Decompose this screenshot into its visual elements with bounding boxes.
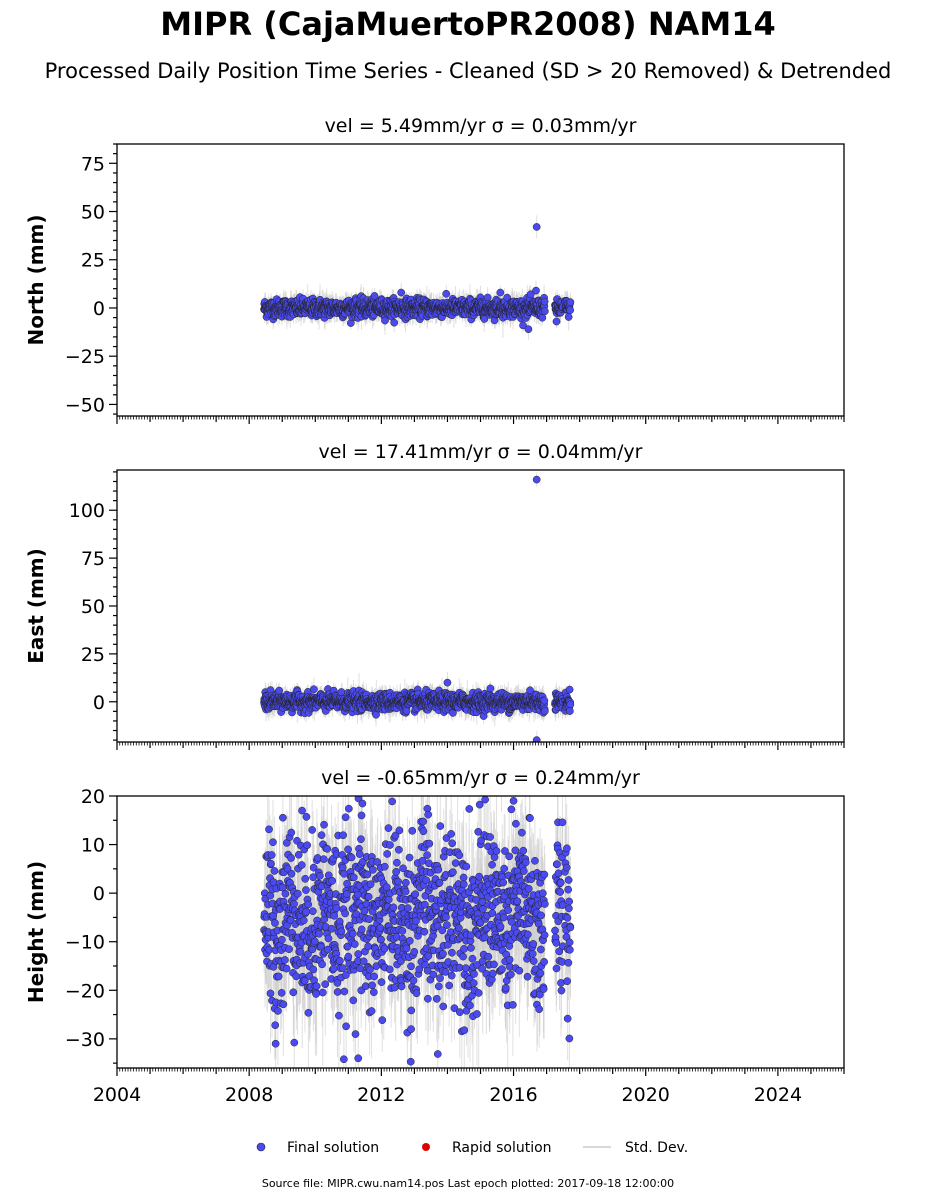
chart-title: MIPR (CajaMuertoPR2008) NAM14 [160, 5, 775, 43]
data-point [552, 317, 561, 326]
data-point [566, 306, 574, 315]
final-points [260, 475, 575, 742]
data-point [402, 707, 411, 715]
data-point [524, 325, 533, 334]
y-tick-label: 0 [93, 298, 105, 320]
panel-velocity-label: vel = 17.41mm/yr σ = 0.04mm/yr [319, 441, 643, 463]
chart-subtitle: Processed Daily Position Time Series - C… [45, 59, 892, 83]
y-tick-label: 50 [81, 202, 105, 224]
data-point [397, 288, 406, 297]
plot-area [260, 215, 575, 340]
data-point [538, 313, 547, 322]
y-tick-label: −50 [65, 394, 105, 416]
data-point [566, 298, 575, 306]
data-point [275, 686, 284, 695]
data-point [532, 223, 541, 231]
y-axis-label: North (mm) [24, 214, 48, 345]
panels: vel = 5.49mm/yr σ = 0.03mm/yr North (mm) 7… [24, 115, 845, 1106]
data-point [381, 316, 389, 325]
y-tick-label: −25 [65, 346, 105, 368]
data-point [496, 288, 505, 297]
data-point [540, 297, 549, 306]
data-point [337, 688, 346, 696]
data-point [370, 292, 379, 300]
panel-north: vel = 5.49mm/yr σ = 0.03mm/yr North (mm) 7… [24, 115, 845, 424]
data-point [519, 321, 527, 330]
data-point [564, 313, 573, 321]
data-point [442, 289, 451, 298]
y-tick-label: 75 [81, 153, 105, 175]
plot-area [260, 472, 575, 742]
data-point [390, 318, 399, 327]
data-point [310, 685, 318, 694]
plot-frame [116, 143, 845, 417]
y-tick-label: 25 [81, 250, 105, 272]
data-point [526, 290, 535, 299]
data-point [541, 307, 549, 316]
panel-velocity-label: vel = 5.49mm/yr σ = 0.03mm/yr [325, 115, 637, 137]
data-point [532, 286, 540, 295]
y-axis-label: East (mm) [24, 548, 48, 664]
final-points [260, 223, 575, 334]
